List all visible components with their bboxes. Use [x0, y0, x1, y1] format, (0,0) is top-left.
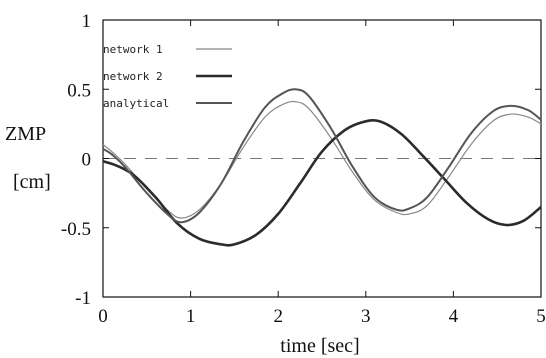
legend-label-network-1: network 1: [103, 43, 163, 56]
x-tick-label: 3: [361, 306, 371, 327]
y-axis-label-line2: [cm]: [13, 171, 51, 193]
legend-label-network-2: network 2: [103, 70, 163, 83]
x-axis-label: time [sec]: [280, 335, 359, 357]
series-line-analytical: [102, 88, 542, 224]
x-tick-label: 4: [449, 306, 459, 327]
legend-label-analytical: analytical: [103, 97, 169, 110]
y-tick-label: -1: [75, 288, 91, 309]
y-axis-label-line1: ZMP: [5, 123, 46, 145]
y-tick-label: -0.5: [61, 219, 91, 240]
series-layer: [102, 88, 542, 247]
legend: network 1 network 2 analytical: [103, 43, 232, 110]
x-tick-label: 5: [536, 306, 546, 327]
y-tick-label: 0: [82, 150, 92, 171]
ticks-layer: 0 1 2 3 4 5 -1 -0.5 0 0.5 1: [61, 11, 546, 327]
y-tick-label: 1: [82, 11, 92, 32]
x-tick-label: 1: [186, 306, 196, 327]
x-tick-label: 0: [98, 306, 108, 327]
y-tick-label: 0.5: [67, 80, 91, 101]
x-tick-label: 2: [273, 306, 283, 327]
series-line-network-1: [102, 100, 542, 219]
